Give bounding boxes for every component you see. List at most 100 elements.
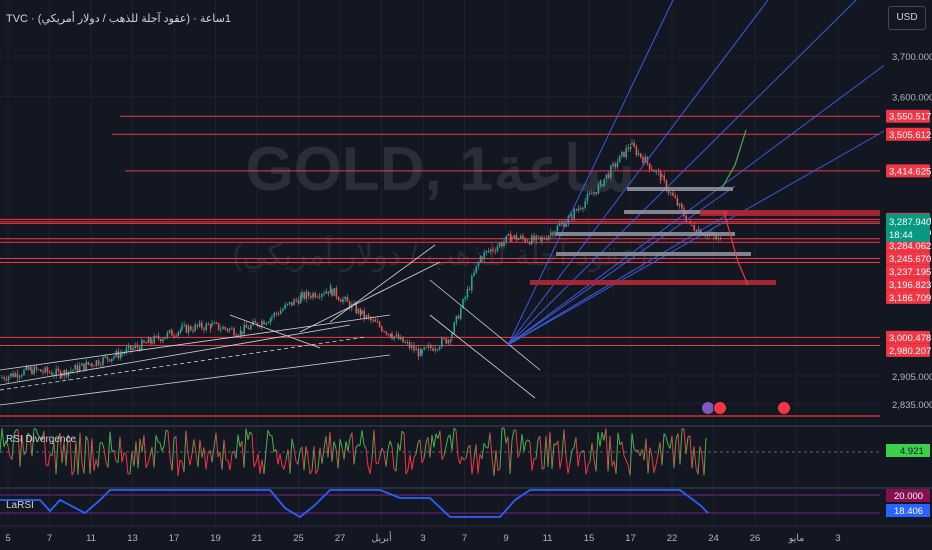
candle-body — [687, 221, 690, 223]
price-level-badge — [886, 238, 930, 252]
candle-body — [601, 184, 603, 187]
candle-body — [155, 335, 158, 337]
larsi-series — [0, 489, 709, 519]
candle-body — [554, 231, 556, 236]
candle-body — [657, 170, 660, 172]
candle-body — [565, 222, 567, 227]
candle-body — [201, 322, 203, 329]
candle-body — [603, 178, 605, 187]
candle-body — [464, 297, 466, 300]
time-tick-label: 5 — [5, 533, 10, 544]
candle-body — [543, 237, 545, 240]
candle-body — [181, 325, 183, 330]
trend-line — [0, 354, 391, 406]
candle-body — [316, 296, 319, 298]
candle-body — [655, 170, 657, 172]
candle-body — [640, 153, 642, 158]
price-tick-label: 3,700.000 — [892, 52, 932, 63]
candle-body — [363, 310, 365, 319]
candle-body — [597, 184, 600, 194]
candle-body — [301, 292, 303, 298]
current-price-label: 3,287.940 — [889, 217, 931, 228]
candle-body — [147, 338, 150, 344]
candle-body — [337, 297, 340, 300]
candle-body — [400, 336, 402, 340]
candle-body — [563, 222, 565, 227]
candle-body — [528, 241, 531, 245]
chart-title: TVC · (عقود آجلة للذهب / دولار أمريكي) ·… — [6, 13, 231, 25]
candle-body — [618, 155, 621, 163]
candle-body — [438, 346, 441, 350]
price-level-badge — [886, 127, 930, 141]
price-zone — [556, 232, 735, 236]
candle-body — [179, 329, 182, 332]
larsi-level-label: 20.000 — [894, 491, 923, 502]
candle-body — [192, 330, 194, 332]
candle-body — [430, 345, 432, 349]
lightning-event-icon — [701, 401, 715, 415]
candle-body — [258, 325, 261, 327]
trend-line — [229, 314, 321, 349]
candle-body — [404, 342, 406, 344]
candle-body — [245, 324, 248, 328]
candle-body — [117, 351, 120, 359]
candle-body — [672, 192, 674, 196]
currency-button[interactable]: USD — [888, 6, 926, 30]
candle-body — [621, 151, 623, 156]
candle-body — [228, 328, 231, 331]
candle-body — [222, 327, 224, 330]
trend-line-dashed — [0, 336, 366, 391]
candle-body — [93, 365, 95, 367]
trend-line — [299, 261, 441, 333]
candle-body — [455, 315, 458, 323]
candle-body — [537, 235, 540, 237]
candle-body — [417, 348, 420, 357]
candle-body — [231, 328, 233, 330]
candle-body — [449, 339, 452, 343]
candle-body — [273, 312, 275, 317]
candle-body — [113, 356, 115, 359]
candle-body — [323, 293, 325, 295]
candle-body — [164, 337, 166, 339]
candle-body — [541, 237, 543, 242]
candle-body — [406, 342, 409, 344]
candle-body — [653, 170, 655, 172]
candle-body — [89, 363, 92, 365]
candle-body — [162, 338, 164, 342]
candle-body — [719, 237, 722, 239]
candle-body — [344, 297, 346, 300]
time-axis — [0, 526, 932, 550]
watermark-symbol: GOLD, 1ساعة — [245, 135, 634, 204]
candle-body — [367, 315, 370, 318]
candle-body — [333, 287, 335, 296]
candle-body — [441, 338, 443, 347]
candle-body — [29, 367, 32, 370]
candle-body — [70, 370, 72, 372]
candle-body — [395, 334, 398, 337]
candle-body — [130, 345, 132, 350]
candle-body — [173, 335, 175, 337]
candle-body — [265, 322, 267, 325]
candle-body — [175, 335, 177, 337]
candle-body — [517, 238, 520, 240]
time-tick-label: 19 — [210, 533, 221, 544]
candle-body — [168, 329, 171, 333]
candle-body — [310, 295, 312, 298]
time-tick-label: 7 — [462, 533, 467, 544]
candle-body — [282, 308, 284, 311]
candle-body — [314, 293, 316, 298]
candle-body — [51, 372, 53, 376]
time-tick-label: 17 — [625, 533, 636, 544]
candle-body — [487, 251, 490, 253]
candle-body — [443, 338, 445, 340]
larsi-value-badge — [886, 504, 930, 517]
price-level-label: 3,505.612 — [889, 130, 931, 141]
candle-body — [325, 291, 327, 294]
fan-line — [507, 0, 857, 346]
candle-body — [67, 371, 70, 377]
candle-body — [78, 365, 81, 372]
price-level-badge — [886, 164, 930, 178]
candle-body — [297, 300, 300, 304]
candle-body — [108, 359, 111, 362]
